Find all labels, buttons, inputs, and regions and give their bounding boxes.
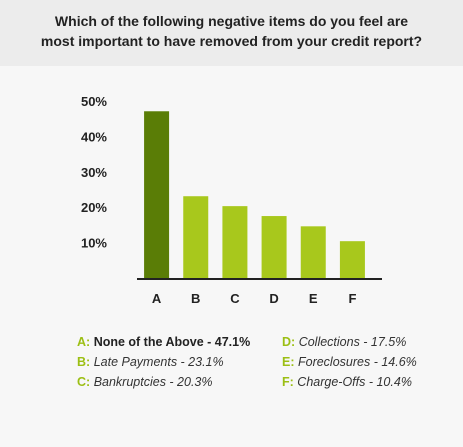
legend-key-b: B: <box>77 355 91 369</box>
x-tick-label-a: A <box>152 291 162 306</box>
legend-item-b: B: Late Payments - 23.1% <box>77 353 224 371</box>
bar-b <box>183 196 209 278</box>
bar-a <box>144 111 170 279</box>
legend-text-e: Foreclosures - 14.6% <box>297 355 417 369</box>
x-axis-labels: A B C D E F <box>152 291 357 306</box>
y-tick-label: 40% <box>81 129 107 144</box>
bar-d <box>261 216 287 278</box>
legend-key-c: C: <box>77 375 91 389</box>
bars <box>144 111 365 279</box>
x-tick-label-b: B <box>191 291 200 306</box>
legend-key-f: F: <box>282 375 294 389</box>
y-tick-label: 50% <box>81 94 107 109</box>
bar-f <box>339 241 365 278</box>
y-axis-ticks: 50% 40% 30% 20% 10% <box>81 94 107 251</box>
bar-c <box>222 206 248 278</box>
legend-key-d: D: <box>282 335 296 349</box>
legend-item-f: F: Charge-Offs - 10.4% <box>282 373 412 391</box>
chart-title: Which of the following negative items do… <box>0 11 463 51</box>
chart-title-line-1: Which of the following negative items do… <box>54 13 409 29</box>
legend-text-d: Collections - 17.5% <box>298 335 407 349</box>
bar-chart: 50% 40% 30% 20% 10% A B C D E F <box>81 94 382 306</box>
legend-item-d: D: Collections - 17.5% <box>282 333 406 351</box>
title-band <box>0 0 463 66</box>
y-tick-label: 30% <box>81 165 107 180</box>
legend-item-a: A: None of the Above - 47.1% <box>77 333 250 351</box>
x-tick-label-e: E <box>309 291 318 306</box>
bar-e <box>300 226 326 278</box>
chart-title-line-2: most important to have removed from your… <box>40 33 423 49</box>
legend-item-c: C: Bankruptcies - 20.3% <box>77 373 213 391</box>
y-tick-label: 20% <box>81 200 107 215</box>
legend: A: None of the Above - 47.1% B: Late Pay… <box>0 330 463 410</box>
legend-item-e: E: Foreclosures - 14.6% <box>282 353 417 371</box>
x-tick-label-c: C <box>230 291 240 306</box>
legend-text-f: Charge-Offs - 10.4% <box>297 375 412 389</box>
y-tick-label: 10% <box>81 236 107 251</box>
legend-text-a: None of the Above - 47.1% <box>93 335 251 349</box>
legend-text-b: Late Payments - 23.1% <box>93 355 224 369</box>
legend-key-a: A: <box>77 335 91 349</box>
x-tick-label-d: D <box>269 291 278 306</box>
x-tick-label-f: F <box>348 291 356 306</box>
legend-key-e: E: <box>282 355 295 369</box>
legend-text-c: Bankruptcies - 20.3% <box>93 375 213 389</box>
